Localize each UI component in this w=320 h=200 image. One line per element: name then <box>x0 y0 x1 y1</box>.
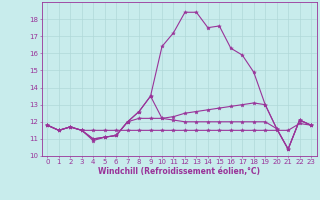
X-axis label: Windchill (Refroidissement éolien,°C): Windchill (Refroidissement éolien,°C) <box>98 167 260 176</box>
